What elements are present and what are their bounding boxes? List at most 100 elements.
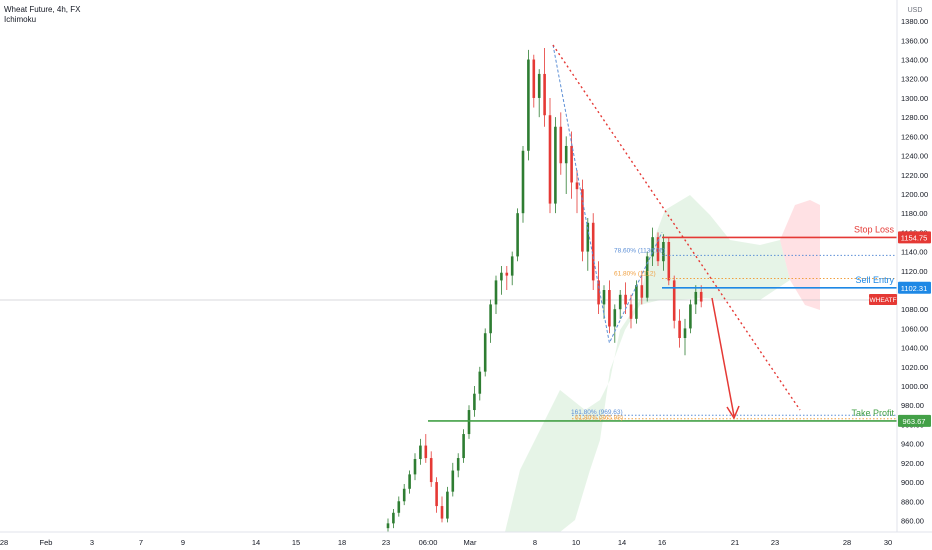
candle-body (494, 280, 498, 305)
candle-body (537, 73, 541, 98)
price-tick-label: 1140.00 (901, 248, 928, 257)
price-tick-label: 1240.00 (901, 152, 928, 161)
candle-body (392, 512, 395, 524)
candle-body (586, 222, 590, 252)
candle-body (613, 309, 617, 327)
candle-body (581, 189, 584, 252)
candle-body (402, 488, 406, 502)
candle-body (699, 291, 703, 302)
time-tick-label: 8 (533, 538, 537, 547)
time-tick-label: 30 (884, 538, 892, 547)
price-tick-label: 1180.00 (901, 209, 928, 218)
price-tick-label: 1200.00 (901, 190, 928, 199)
candle-body (516, 213, 519, 257)
candles (386, 48, 703, 532)
candle-body (408, 474, 411, 489)
price-tick-label: 1060.00 (901, 324, 928, 333)
candle-body (386, 523, 390, 529)
time-tick-label: 10 (572, 538, 580, 547)
level-price-tag (898, 414, 931, 427)
price-tick-label: 1000.00 (901, 382, 928, 391)
level-price-text: 963.67 (903, 417, 926, 426)
candle-body (656, 237, 660, 262)
candle-body (397, 501, 401, 513)
candle-body (489, 304, 492, 334)
candle-body (640, 285, 644, 298)
candle-body (559, 126, 563, 164)
chart-legend: Wheat Future, 4h, FX Ichimoku (4, 5, 80, 25)
time-tick-label: 14 (618, 538, 626, 547)
fib-swing-line (552, 44, 663, 345)
price-tick-label: 1080.00 (901, 305, 928, 314)
price-tick-label: 1320.00 (901, 75, 928, 84)
time-tick-label: Feb (40, 538, 53, 547)
time-tick-label: 23 (382, 538, 390, 547)
price-tick-label: 860.00 (901, 516, 924, 525)
candle-body (543, 73, 546, 116)
candle-body (456, 458, 460, 471)
candle-body (678, 320, 681, 339)
price-tick-label: 920.00 (901, 459, 924, 468)
price-tick-label: 1020.00 (901, 363, 928, 372)
candle-body (608, 290, 611, 327)
time-tick-label: 28 (0, 538, 8, 547)
price-tick-label: 1040.00 (901, 344, 928, 353)
candle-body (554, 126, 557, 204)
current-price-text: WHEATF (870, 297, 897, 304)
candle-body (510, 256, 514, 276)
candle-body (413, 459, 417, 475)
fib-label: 78.60% (1136.06) (614, 247, 665, 254)
level-price-text: 1102.31 (901, 284, 928, 293)
price-tick-label: 1300.00 (901, 94, 928, 103)
fib-label: 61.80% (1112) (614, 270, 656, 277)
trend-line (552, 44, 801, 411)
candle-body (521, 150, 525, 214)
candle-body (672, 280, 676, 321)
candle-body (419, 445, 422, 460)
time-tick-label: 21 (731, 538, 739, 547)
candle-body (532, 59, 536, 98)
price-tick-label: 1220.00 (901, 171, 928, 180)
price-tick-label: 1120.00 (901, 267, 928, 276)
candle-body (564, 145, 568, 164)
price-tick-label: 1260.00 (901, 132, 928, 141)
candle-body (435, 482, 438, 507)
candle-body (440, 506, 444, 519)
price-tick-label: 900.00 (901, 478, 924, 487)
candle-body (635, 285, 638, 319)
price-tick-label: 980.00 (901, 401, 924, 410)
time-tick-label: 16 (658, 538, 666, 547)
candle-body (689, 304, 692, 329)
price-tick-label: 940.00 (901, 440, 924, 449)
legend-indicator: Ichimoku (4, 15, 37, 24)
candle-body (667, 241, 671, 281)
cloud-green-area (505, 195, 790, 532)
level-name-label: Sell Entry (855, 275, 894, 285)
price-tick-label: 1340.00 (901, 56, 928, 65)
price-axis-currency: USD (908, 7, 923, 14)
time-tick-label: 28 (843, 538, 851, 547)
level-name-label: Take Profit (851, 408, 894, 418)
candle-body (500, 272, 503, 281)
price-tick-label: 1360.00 (901, 36, 928, 45)
candle-body (597, 280, 600, 305)
projection-arrow-head (726, 405, 740, 420)
projection-arrow-shaft (711, 297, 735, 417)
time-tick-label: 06:00 (419, 538, 438, 547)
candle-body (424, 445, 428, 459)
time-tick-label: 18 (338, 538, 346, 547)
candle-body (505, 272, 509, 276)
candle-body (591, 222, 595, 281)
candle-body (478, 371, 482, 394)
time-tick-label: 9 (181, 538, 185, 547)
candle-body (618, 294, 622, 310)
candle-body (429, 458, 433, 483)
candle-body (473, 393, 476, 411)
level-price-tag (898, 231, 931, 244)
time-tick-label: 15 (292, 538, 300, 547)
labels: Stop Loss 1154.75 Sell Entry 1102.31 Take Pr… (571, 224, 931, 427)
price-tick-label: 880.00 (901, 497, 924, 506)
fib-label: 61.80% (965.98) (575, 415, 623, 422)
